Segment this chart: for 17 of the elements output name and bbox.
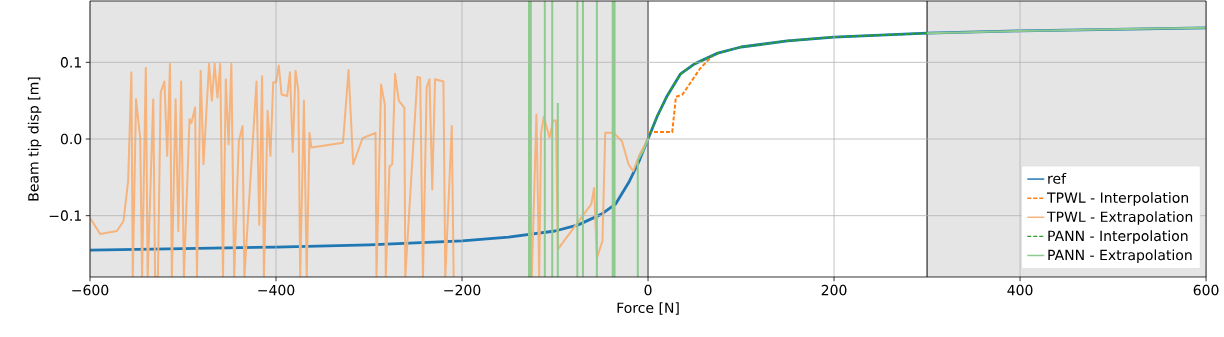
x-tick-label: −600 <box>72 284 109 296</box>
x-tick-label: −400 <box>258 284 295 296</box>
legend-label: PANN - Interpolation <box>1048 230 1188 244</box>
x-tick-label: 200 <box>821 284 847 296</box>
y-axis-title: Beam tip disp [m] <box>27 77 42 201</box>
x-axis-title: Force [N] <box>617 302 679 315</box>
legend-label: TPWL - Extrapolation <box>1046 211 1193 225</box>
legend-label: ref <box>1048 172 1067 184</box>
x-tick-label: 600 <box>1193 284 1219 296</box>
x-tick-label: 400 <box>1007 284 1033 296</box>
x-tick-label: −200 <box>444 284 481 296</box>
x-tick-label: 0 <box>644 284 652 296</box>
y-tick-label: −0.1 <box>49 210 81 221</box>
y-tick-label: 0.0 <box>60 133 82 145</box>
y-tick-label: 0.1 <box>60 57 81 68</box>
legend-label: TPWL - Interpolation <box>1046 192 1189 206</box>
legend-label: PANN - Extrapolation <box>1048 249 1192 263</box>
